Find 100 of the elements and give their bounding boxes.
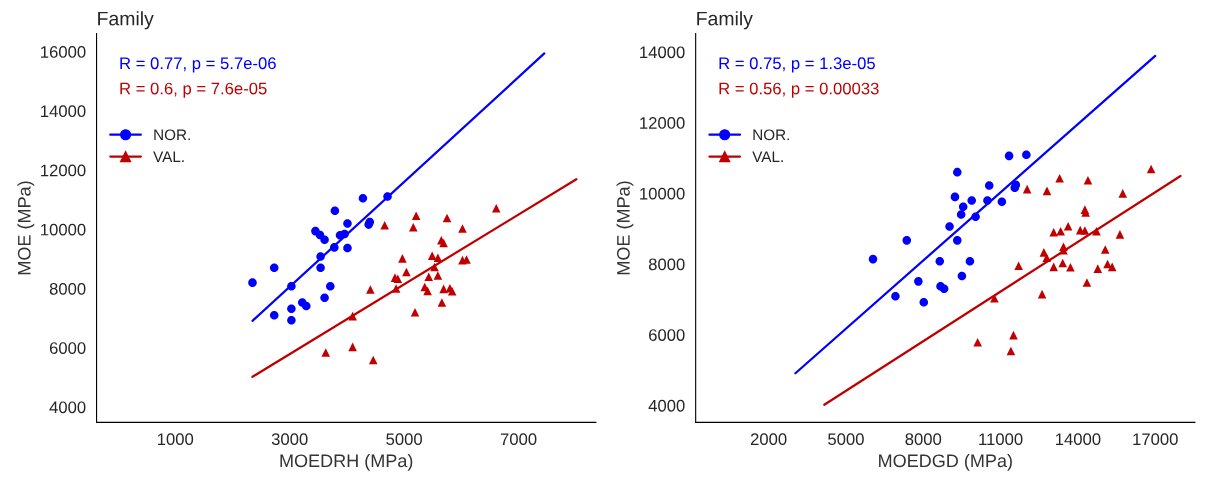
chart-title: Family xyxy=(697,11,753,30)
point xyxy=(1107,262,1117,272)
point xyxy=(326,281,335,291)
point xyxy=(320,235,329,244)
point xyxy=(967,196,976,205)
x-tick-label: 14000 xyxy=(1056,433,1101,446)
x-axis-title: MOEDGD (MPa) xyxy=(879,453,1012,471)
point xyxy=(1146,164,1156,174)
annotation: R = 0.56, p = 0.00033 xyxy=(719,82,879,98)
y-tick-label: 6000 xyxy=(49,342,86,354)
point xyxy=(1063,221,1073,231)
y-tick-label: 16000 xyxy=(41,46,86,58)
point xyxy=(1004,151,1014,161)
point xyxy=(437,298,447,307)
annotation: R = 0.6, p = 7.6e-05 xyxy=(120,82,267,98)
point xyxy=(1080,226,1090,235)
point xyxy=(330,243,339,252)
y-axis-title: MOE (MPa) xyxy=(616,181,634,275)
point xyxy=(269,263,279,273)
point xyxy=(330,206,340,215)
point xyxy=(248,278,257,287)
point xyxy=(984,181,994,190)
y-tick-label: 8000 xyxy=(49,282,86,295)
point xyxy=(424,272,434,281)
point xyxy=(287,304,296,313)
point xyxy=(957,271,967,281)
point xyxy=(433,253,443,263)
point xyxy=(919,297,929,307)
point xyxy=(953,236,962,245)
point xyxy=(320,293,329,303)
point xyxy=(891,291,900,301)
point xyxy=(953,167,962,177)
point xyxy=(358,193,368,203)
point xyxy=(423,286,432,296)
point xyxy=(340,229,349,239)
point xyxy=(983,196,992,205)
point xyxy=(1049,227,1058,237)
x-tick-label: 11000 xyxy=(979,433,1023,446)
y-tick-label: 14000 xyxy=(640,46,685,59)
y-tick-label: 14000 xyxy=(41,105,86,118)
y-axis-title: MOE (MPa) xyxy=(17,181,35,275)
x-axis-title: MOEDRH (MPa) xyxy=(280,453,413,471)
y-tick-label: 12000 xyxy=(640,117,685,129)
x-tick-label: 1000 xyxy=(157,433,194,446)
legend-label: NOR. xyxy=(753,129,789,141)
y-tick-label: 6000 xyxy=(649,329,685,341)
point xyxy=(868,254,878,264)
point xyxy=(965,256,975,266)
point xyxy=(1083,176,1093,185)
annotation: R = 0.77, p = 5.7e-06 xyxy=(120,57,276,73)
point xyxy=(1100,245,1110,254)
annotation: R = 0.75, p = 1.3e-05 xyxy=(719,57,875,73)
x-tick-label: 2000 xyxy=(750,433,787,446)
point xyxy=(409,222,418,232)
legend-label: VAL. xyxy=(153,151,184,162)
point xyxy=(1066,262,1075,272)
point xyxy=(990,294,999,303)
point xyxy=(945,222,954,231)
point xyxy=(287,315,296,325)
point xyxy=(1042,253,1052,262)
y-tick-label: 4000 xyxy=(648,399,685,412)
point xyxy=(366,285,375,294)
point xyxy=(348,342,357,352)
point xyxy=(410,307,420,317)
point xyxy=(1082,278,1092,287)
legend-label: NOR. xyxy=(154,129,190,141)
y-tick-label: 8000 xyxy=(648,258,685,271)
point xyxy=(433,271,443,280)
point xyxy=(316,263,325,273)
chart-title: Family xyxy=(98,11,154,30)
x-tick-label: 8000 xyxy=(905,433,942,446)
point xyxy=(316,252,325,261)
point xyxy=(302,301,311,311)
x-tick-label: 17000 xyxy=(1133,433,1178,446)
point xyxy=(1115,230,1125,239)
point xyxy=(1093,264,1103,273)
x-tick-label: 7000 xyxy=(500,433,537,446)
point xyxy=(997,197,1007,207)
point xyxy=(398,254,407,263)
y-tick-label: 12000 xyxy=(41,164,86,177)
y-tick-label: 4000 xyxy=(49,401,86,414)
point xyxy=(287,281,296,291)
point xyxy=(950,192,960,202)
point xyxy=(343,243,352,253)
point xyxy=(1118,189,1128,198)
point xyxy=(939,284,949,294)
point xyxy=(1022,150,1031,160)
point xyxy=(368,355,378,365)
point xyxy=(391,284,401,293)
point xyxy=(427,251,437,260)
point xyxy=(383,192,392,201)
point xyxy=(971,212,980,221)
point xyxy=(956,210,966,219)
point xyxy=(902,236,912,245)
y-tick-label: 10000 xyxy=(640,187,685,200)
point xyxy=(343,219,352,228)
point xyxy=(269,310,279,320)
x-tick-label: 5000 xyxy=(828,433,864,446)
point xyxy=(914,277,923,286)
point xyxy=(1014,261,1023,271)
